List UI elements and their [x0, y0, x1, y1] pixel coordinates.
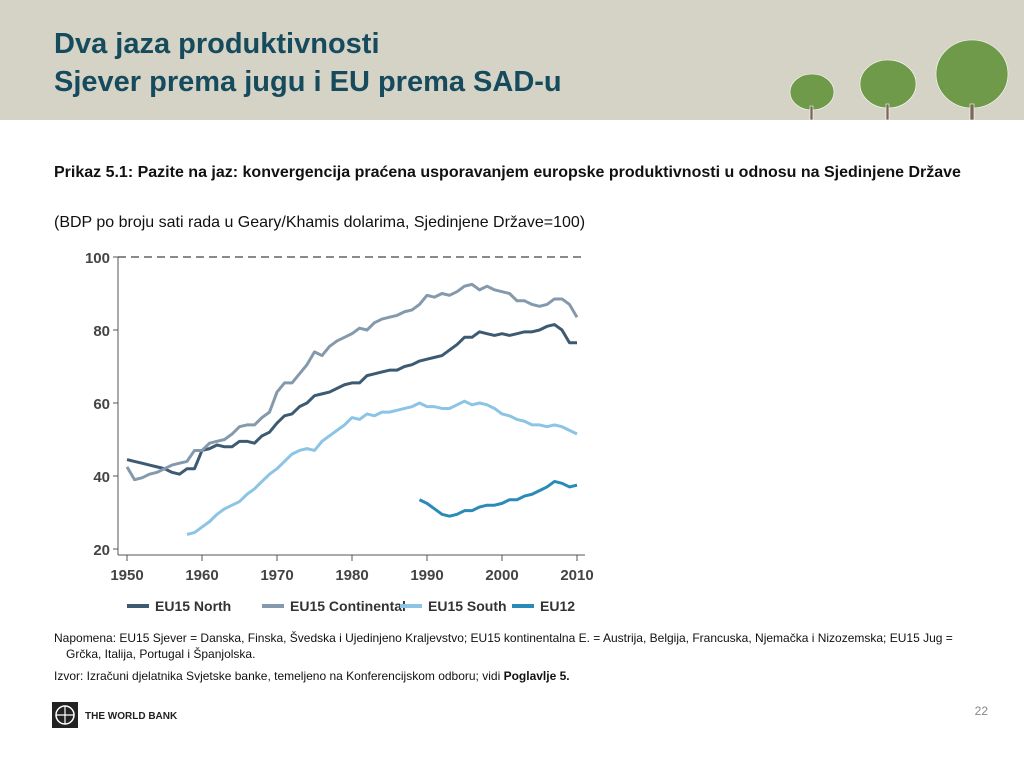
header-band [0, 0, 1024, 120]
x-tick-label: 1970 [260, 567, 293, 584]
series-line [418, 479, 578, 518]
y-tick-label: 80 [93, 323, 110, 340]
x-tick-label: 2010 [560, 567, 593, 584]
note: Napomena: EU15 Sjever = Danska, Finska, … [54, 631, 953, 661]
map-icon [789, 73, 835, 111]
world-bank-logo: THE WORLD BANK [52, 702, 178, 728]
map-icon [859, 59, 917, 109]
source-link: Poglavlje 5. [503, 669, 570, 683]
logo-text: THE WORLD BANK [85, 711, 178, 722]
source: Izvor: Izračuni djelatnika Svjetske bank… [54, 668, 976, 684]
x-tick-label: 1990 [410, 567, 443, 584]
map-icons [789, 39, 1009, 121]
y-tick-label: 100 [85, 250, 110, 267]
legend-label: EU15 Continental [290, 598, 406, 614]
series-line [125, 282, 579, 482]
legend-label: EU15 South [428, 598, 507, 614]
chart-caption: Prikaz 5.1: Pazite na jaz: konvergencija… [54, 164, 961, 181]
legend-label: EU15 North [155, 598, 231, 614]
x-tick-label: 1950 [110, 567, 143, 584]
y-tick-label: 40 [93, 469, 110, 486]
trunk [969, 103, 975, 121]
trunk [885, 103, 890, 121]
x-tick-label: 1980 [335, 567, 368, 584]
slide-title: Sjever prema jugu i EU prema SAD-u [54, 66, 562, 98]
page-number: 22 [975, 704, 989, 718]
x-tick-label: 1960 [185, 567, 218, 584]
source-text: Izvor: Izračuni djelatnika Svjetske bank… [54, 669, 504, 683]
x-tick-label: 2000 [485, 567, 518, 584]
map-icon [935, 39, 1009, 109]
y-tick-label: 20 [93, 542, 110, 559]
series-line [186, 399, 578, 536]
slide-title: Dva jaza produktivnosti [54, 28, 380, 60]
trunk [809, 105, 814, 121]
legend-label: EU12 [540, 598, 575, 614]
chart-subtitle: (BDP po broju sati rada u Geary/Khamis d… [54, 214, 586, 231]
y-tick-label: 60 [93, 396, 110, 413]
